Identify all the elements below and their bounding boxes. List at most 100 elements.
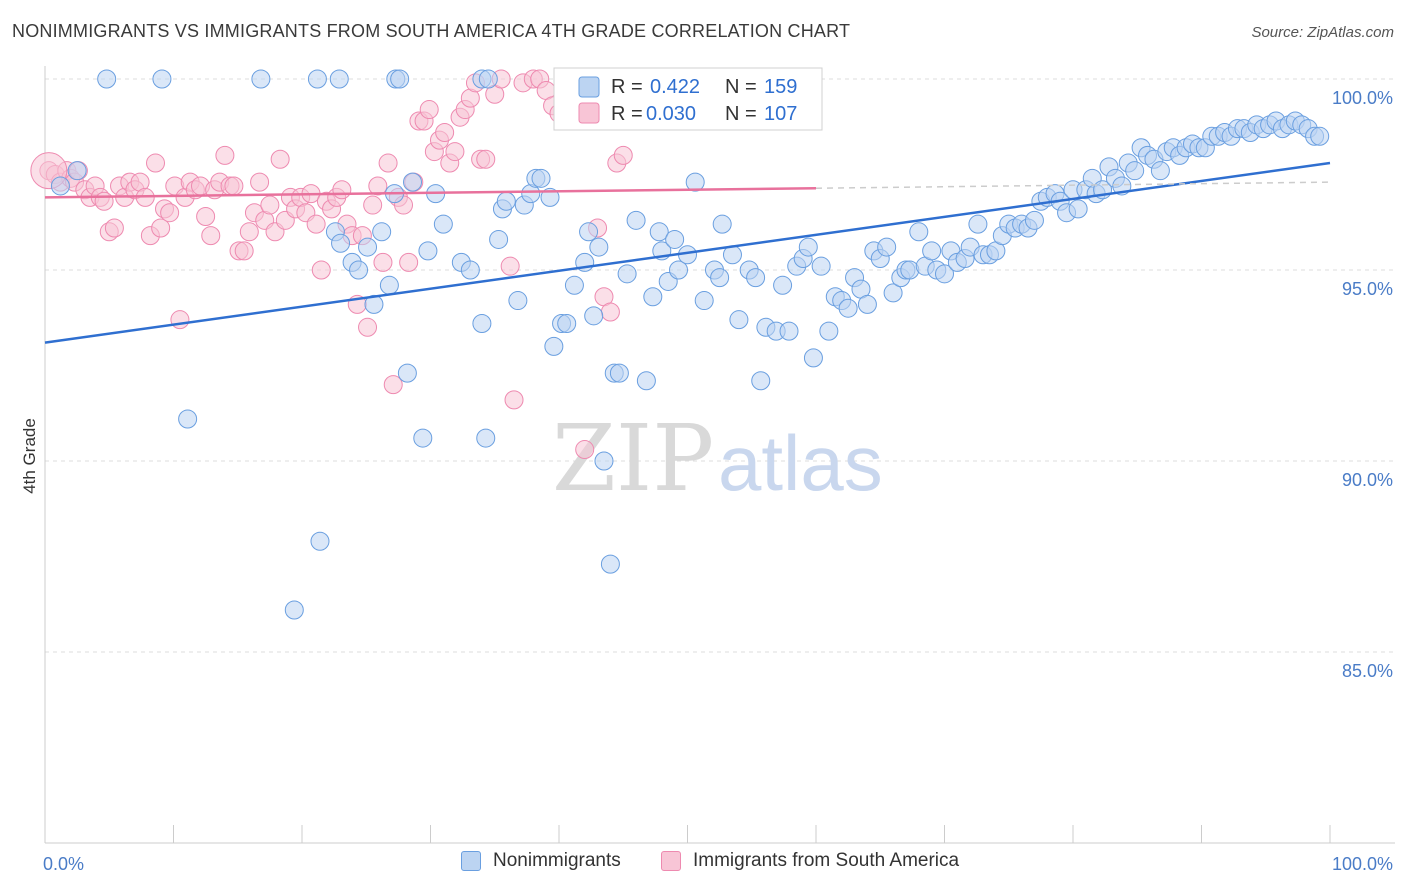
pink-data-point <box>311 260 331 280</box>
blue-data-point <box>617 264 637 284</box>
blue-data-point <box>751 371 771 391</box>
bottom-legend-pink-swatch <box>661 851 681 871</box>
pink-data-point <box>196 207 216 227</box>
bottom-legend-nonimmigrants: Nonimmigrants <box>461 850 621 872</box>
pink-data-point <box>383 375 403 395</box>
blue-data-point <box>540 187 560 207</box>
blue-data-point <box>712 214 732 234</box>
blue-data-point <box>349 260 369 280</box>
blue-data-point <box>476 428 496 448</box>
legend-r-label: R = <box>611 76 643 98</box>
blue-data-point <box>67 161 87 181</box>
blue-data-point <box>922 241 942 261</box>
blue-data-point <box>746 268 766 288</box>
pink-data-point <box>378 153 398 173</box>
blue-data-point <box>883 283 903 303</box>
blue-trend-line <box>44 161 1331 344</box>
blue-data-point <box>609 363 629 383</box>
blue-data-point <box>433 214 453 234</box>
pink-data-point <box>399 252 419 272</box>
blue-data-point <box>1310 126 1330 146</box>
blue-data-point <box>397 363 417 383</box>
blue-data-point <box>819 321 839 341</box>
pink-data-point <box>260 195 280 215</box>
blue-data-point <box>478 69 498 89</box>
pink-data-point <box>160 203 180 223</box>
blue-data-point <box>685 172 705 192</box>
pink-data-point <box>435 122 455 142</box>
blue-data-point <box>643 287 663 307</box>
pink-data-point <box>500 256 520 276</box>
pink-data-point <box>363 195 383 215</box>
blue-data-point <box>329 69 349 89</box>
pink-data-point <box>373 252 393 272</box>
blue-data-point <box>584 306 604 326</box>
blue-data-point <box>811 256 831 276</box>
blue-data-point <box>557 313 577 333</box>
blue-data-point <box>1068 199 1088 219</box>
pink-data-point <box>332 180 352 200</box>
blue-data-point <box>379 275 399 295</box>
blue-data-point <box>178 409 198 429</box>
pink-data-point <box>504 390 524 410</box>
blue-data-point <box>798 237 818 257</box>
blue-data-point <box>779 321 799 341</box>
legend-pink-r: 0.030 <box>646 103 696 125</box>
bottom-legend-label: Nonimmigrants <box>493 850 621 871</box>
pink-data-point <box>151 218 171 238</box>
pink-data-point <box>358 317 378 337</box>
watermark: ZIP atlas <box>552 405 883 512</box>
legend-n-label: N = <box>725 103 757 125</box>
y-axis-title: 4th Grade <box>20 418 39 494</box>
pink-data-point <box>306 214 326 234</box>
y-tick-label: 90.0% <box>1342 470 1393 490</box>
blue-data-point <box>372 222 392 242</box>
blue-series-points <box>50 69 1330 620</box>
blue-data-point <box>665 229 685 249</box>
trend-lines <box>44 161 1331 344</box>
bottom-legend-blue-swatch <box>461 851 481 871</box>
axes <box>44 66 1395 844</box>
blue-data-point <box>418 241 438 261</box>
source-label: Source: ZipAtlas.com <box>1251 24 1394 41</box>
blue-data-point <box>589 237 609 257</box>
blue-data-point <box>544 336 564 356</box>
blue-data-point <box>460 260 480 280</box>
blue-data-point <box>594 451 614 471</box>
pink-data-point <box>104 218 124 238</box>
y-tick-labels: 100.0% 95.0% 90.0% 85.0% <box>1332 88 1393 681</box>
x-tick-label: 0.0% <box>43 854 84 874</box>
pink-data-point <box>170 310 190 330</box>
legend-n-label: N = <box>725 76 757 98</box>
pink-trend-extension <box>815 181 1331 190</box>
pink-data-point <box>224 176 244 196</box>
legend-pink-n: 107 <box>764 103 797 125</box>
pink-data-point <box>201 226 221 246</box>
pink-data-point <box>613 145 633 165</box>
chart-title: NONIMMIGRANTS VS IMMIGRANTS FROM SOUTH A… <box>12 21 851 41</box>
pink-trend-line <box>44 187 817 199</box>
blue-data-point <box>729 310 749 330</box>
grid-lines <box>45 78 1395 653</box>
pink-data-point <box>600 302 620 322</box>
correlation-legend: R = 0.422 N = 159 R = 0.030 N = 107 <box>553 67 823 131</box>
blue-data-point <box>649 222 669 242</box>
blue-data-point <box>935 264 954 284</box>
blue-data-point <box>626 210 646 230</box>
blue-data-point <box>803 348 823 368</box>
bottom-legend-immigrants: Immigrants from South America <box>661 850 959 872</box>
y-tick-label: 95.0% <box>1342 279 1393 299</box>
blue-data-point <box>531 168 551 188</box>
blue-data-point <box>97 69 117 89</box>
pink-data-point <box>94 191 114 211</box>
watermark-zip: ZIP <box>552 405 714 512</box>
blue-data-point <box>508 291 528 311</box>
pink-data-point <box>575 440 595 460</box>
blue-data-point <box>251 69 271 89</box>
blue-data-point <box>358 237 378 257</box>
pink-data-point <box>419 100 439 120</box>
blue-data-point <box>838 298 858 318</box>
blue-data-point <box>968 214 988 234</box>
pink-data-point <box>445 142 465 162</box>
pink-data-point <box>368 176 388 196</box>
